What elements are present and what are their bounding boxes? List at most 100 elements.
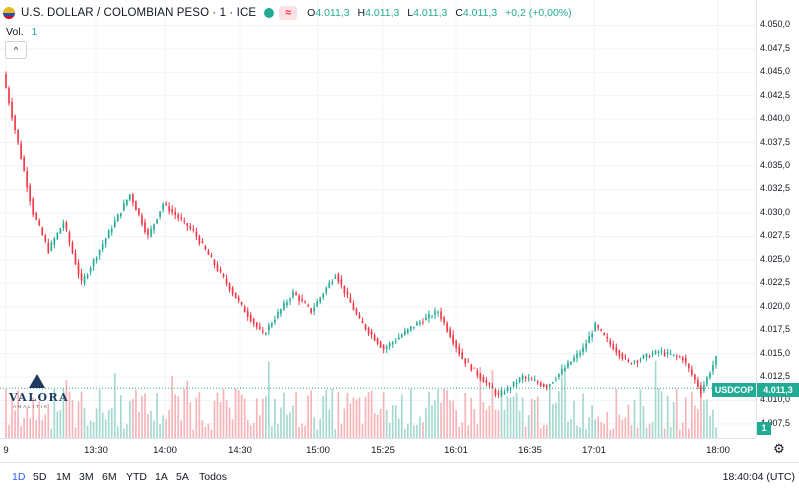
- chart-area[interactable]: [0, 0, 756, 438]
- candle-body: [491, 386, 494, 389]
- candle-body: [518, 377, 521, 382]
- volume-bar: [588, 417, 590, 438]
- candle-body: [59, 228, 62, 234]
- valora-logo: VALORA ANALITIK: [9, 374, 71, 410]
- logo-word: VALORA: [9, 391, 70, 404]
- volume-bar: [624, 417, 627, 438]
- candle-body: [385, 346, 388, 349]
- range-button-3m[interactable]: 3M: [79, 471, 94, 483]
- candle-body: [298, 295, 300, 301]
- range-button-5d[interactable]: 5D: [33, 471, 47, 483]
- range-button-1m[interactable]: 1M: [56, 471, 71, 483]
- candle-body: [585, 343, 587, 349]
- price-tick-label: 4.012,5: [760, 371, 791, 382]
- candle-body: [660, 351, 663, 353]
- volume-bar: [440, 402, 442, 438]
- price-axis[interactable]: 4.050,0 4.047,5 4.045,0 4.042,5 4.040,0 4.037…: [756, 0, 799, 438]
- candle-body: [92, 259, 95, 267]
- candle-body: [162, 203, 164, 211]
- candle-body: [301, 298, 303, 301]
- candle-body: [192, 228, 195, 231]
- volume-bar: [53, 388, 56, 438]
- volume-bar: [385, 409, 388, 438]
- volume-bar: [343, 408, 346, 438]
- candle-body: [210, 255, 213, 258]
- volume-bar: [709, 415, 711, 438]
- price-axis-divider: [756, 0, 757, 438]
- volume-bar: [216, 392, 219, 438]
- candle-body: [65, 222, 68, 230]
- volume-bar: [255, 398, 258, 438]
- volume-bar: [651, 421, 654, 438]
- market-status-dot-icon[interactable]: [264, 8, 275, 18]
- candle-body: [180, 217, 183, 219]
- candle-body: [618, 350, 621, 357]
- volume-bar: [147, 413, 149, 438]
- range-button-6m[interactable]: 6M: [102, 471, 117, 483]
- candle-body: [295, 292, 297, 296]
- candle-body: [479, 373, 482, 380]
- candle-body: [132, 194, 134, 203]
- collapse-legend-button[interactable]: ^: [5, 41, 27, 59]
- volume-bar: [355, 399, 358, 438]
- candle-body: [183, 220, 186, 222]
- candle-body: [633, 361, 636, 363]
- range-button-ytd[interactable]: YTD: [126, 471, 147, 483]
- candle-body: [416, 322, 418, 326]
- volume-bar: [555, 402, 557, 438]
- volume-bar: [271, 426, 273, 438]
- price-tick-label: 4.010,0: [760, 394, 791, 405]
- range-button-5a[interactable]: 5A: [176, 471, 189, 483]
- symbol-title[interactable]: U.S. DOLLAR / COLOMBIAN PESO · 1 · ICE: [21, 7, 257, 19]
- volume-bar: [413, 425, 415, 438]
- volume-bar: [715, 427, 717, 438]
- approx-data-badge[interactable]: ≈: [279, 6, 298, 20]
- volume-bar: [183, 388, 186, 438]
- candle-body: [50, 242, 53, 251]
- range-button-todos[interactable]: Todos: [199, 471, 228, 483]
- candle-body: [594, 322, 596, 332]
- candle-body: [428, 314, 430, 319]
- candle-body: [219, 269, 222, 272]
- volume-bar: [29, 418, 32, 438]
- candle-body: [712, 365, 714, 372]
- candle-body: [355, 309, 358, 315]
- volume-bar: [56, 411, 59, 438]
- volume-bar: [639, 389, 642, 438]
- volume-bar: [515, 392, 518, 438]
- candle-body: [703, 385, 705, 392]
- volume-bar: [630, 425, 633, 438]
- range-button-1a[interactable]: 1A: [155, 471, 168, 483]
- volume-bar: [434, 400, 436, 438]
- candle-body: [700, 385, 702, 394]
- time-tick-label: 16:35: [518, 445, 542, 456]
- price-tick-label: 4.007,5: [760, 417, 791, 428]
- volume-bar: [310, 390, 312, 438]
- candle-body: [552, 381, 554, 384]
- candle-body: [555, 379, 557, 381]
- volume-bar: [322, 395, 325, 438]
- symbol-legend: U.S. DOLLAR / COLOMBIAN PESO · 1 · ICE ≈…: [0, 4, 577, 22]
- candle-body: [413, 326, 415, 328]
- volume-bar: [101, 412, 104, 438]
- volume-bar: [340, 423, 343, 438]
- price-tick-label: 4.037,5: [760, 136, 791, 147]
- volume-bar: [491, 370, 494, 438]
- volume-bar: [452, 400, 454, 438]
- gear-icon[interactable]: ⚙: [773, 441, 785, 456]
- candle-body: [286, 302, 288, 306]
- utc-clock[interactable]: 18:40:04 (UTC): [722, 471, 795, 483]
- candlestick-chart[interactable]: [0, 0, 756, 438]
- volume-bar: [68, 391, 71, 438]
- volume-bar: [198, 392, 201, 438]
- volume-legend: Vol. 1: [6, 26, 37, 38]
- candle-body: [527, 377, 530, 379]
- volume-bar: [313, 417, 316, 438]
- volume-bar: [243, 398, 246, 438]
- volume-bar: [86, 425, 89, 438]
- price-tick-label: 4.027,5: [760, 230, 791, 241]
- range-button-1d[interactable]: 1D: [12, 471, 26, 483]
- volume-bar: [539, 428, 542, 438]
- time-axis[interactable]: 9 13:30 14:00 14:30 15:00 15:25 16:01 16:35 17:0…: [0, 438, 756, 463]
- candle-body: [597, 325, 600, 328]
